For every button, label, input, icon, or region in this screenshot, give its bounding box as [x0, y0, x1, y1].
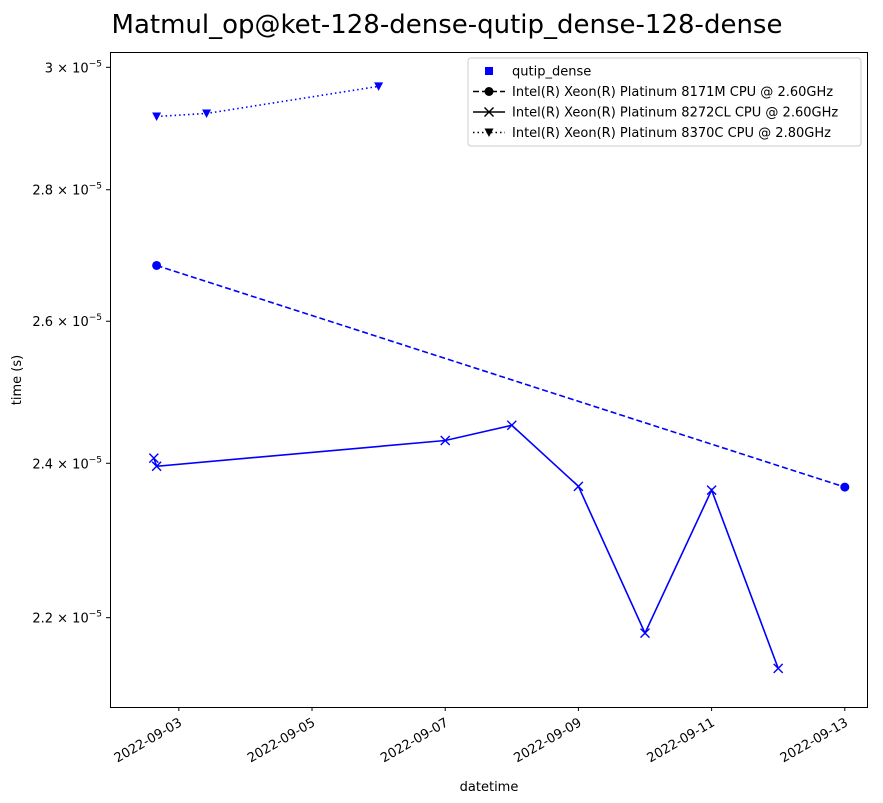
x-axis-label: datetime: [460, 780, 519, 795]
legend-box: [467, 57, 862, 147]
x-marker: [773, 663, 784, 674]
x-marker: [506, 420, 517, 431]
x-marker: [573, 481, 584, 492]
triangle-marker: [202, 109, 212, 118]
series-3: [152, 82, 384, 121]
y-tick-label: 2.2 × 10−5: [32, 610, 102, 627]
x-axis: 2022-09-03 2022-09-05 2022-09-07 2022-09-09…: [112, 707, 851, 766]
x-tick-label: 2022-09-11: [645, 715, 718, 766]
circle-marker: [152, 260, 162, 270]
series-line: [156, 264, 846, 488]
x-marker: [484, 107, 494, 117]
x-marker: [706, 485, 717, 496]
legend-label: Intel(R) Xeon(R) Platinum 8272CL CPU @ 2…: [512, 106, 838, 121]
legend-label: Intel(R) Xeon(R) Platinum 8171M CPU @ 2.…: [512, 85, 833, 100]
circle-marker: [484, 87, 494, 96]
plot-frame: [110, 52, 868, 708]
series-line: [156, 85, 379, 118]
series-1: [152, 260, 850, 492]
y-tick-label: 2.6 × 10−5: [32, 313, 102, 330]
legend-entry: Intel(R) Xeon(R) Platinum 8370C CPU @ 2.…: [473, 126, 831, 141]
x-marker: [148, 453, 159, 464]
legend-label: qutip_dense: [512, 65, 591, 80]
x-marker: [440, 435, 451, 446]
square-marker: [485, 67, 493, 75]
x-marker: [151, 461, 162, 472]
legend-entry: Intel(R) Xeon(R) Platinum 8272CL CPU @ 2…: [473, 106, 838, 121]
y-axis: 2.2 × 10−5 2.4 × 10−5 2.6 × 10−5 2.8 × 10−5…: [32, 59, 110, 627]
x-tick-label: 2022-09-09: [511, 715, 584, 766]
plot-area: [148, 82, 850, 674]
x-tick-label: 2022-09-13: [778, 715, 851, 766]
legend-label: Intel(R) Xeon(R) Platinum 8370C CPU @ 2.…: [512, 126, 831, 141]
y-axis-label: time (s): [10, 355, 25, 405]
triangle-marker: [374, 82, 384, 91]
y-tick-label: 2.4 × 10−5: [32, 455, 102, 472]
x-tick-label: 2022-09-03: [112, 715, 185, 766]
y-tick-label: 2.8 × 10−5: [32, 182, 102, 199]
x-tick-label: 2022-09-05: [245, 715, 318, 766]
legend: qutip_dense Intel(R) Xeon(R) Platinum 817…: [467, 57, 862, 147]
triangle-marker: [484, 128, 494, 137]
circle-marker: [840, 482, 850, 492]
chart-title: Matmul_op@ket-128-dense-qutip_dense-128-…: [112, 10, 783, 40]
y-tick-label: 3 × 10−5: [45, 59, 102, 76]
x-marker: [640, 628, 651, 639]
legend-entry: qutip_dense: [485, 65, 591, 80]
triangle-marker: [152, 112, 162, 121]
legend-entry: Intel(R) Xeon(R) Platinum 8171M CPU @ 2.…: [473, 85, 833, 100]
series-line: [153, 424, 779, 669]
series-2: [148, 420, 784, 674]
x-tick-label: 2022-09-07: [378, 715, 451, 766]
